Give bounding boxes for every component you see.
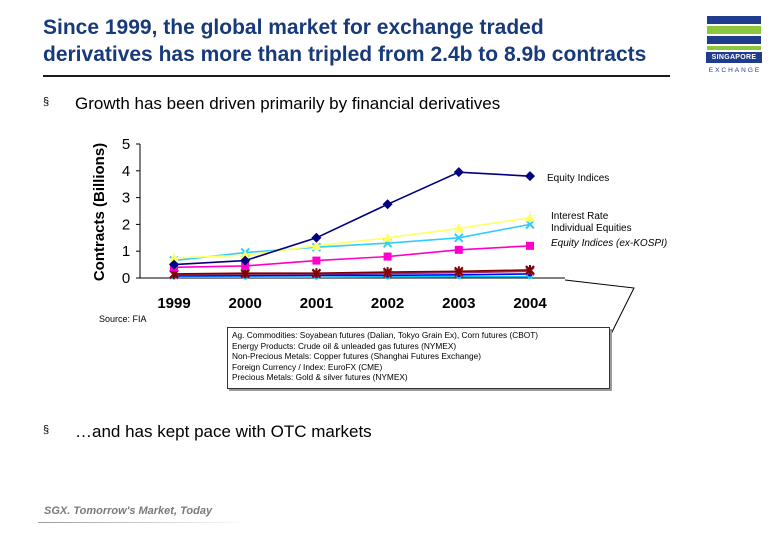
series-label: Equity Indices (ex-KOSPI) <box>551 238 667 249</box>
series-line <box>173 223 531 262</box>
y-tick-label: 0 <box>122 270 130 287</box>
data-point <box>382 267 393 278</box>
data-point <box>454 233 464 243</box>
note-line: Non-Precious Metals: Copper futures (Sha… <box>232 351 482 362</box>
title-divider <box>43 75 670 77</box>
data-point <box>312 256 321 265</box>
data-point <box>526 241 534 250</box>
data-point <box>240 250 251 260</box>
y-tick-label: 2 <box>122 216 130 233</box>
bullet-text: …and has kept pace with OTC markets <box>75 422 372 441</box>
data-point <box>453 167 464 178</box>
data-point <box>169 259 179 270</box>
x-tick-label: 2004 <box>513 295 547 312</box>
series-label: Equity Indices <box>547 173 609 184</box>
series-4 <box>169 264 535 279</box>
y-tick-label: 1 <box>122 243 130 260</box>
bullet-mark: § <box>43 424 50 436</box>
y-tick-label: 3 <box>122 190 130 207</box>
data-point <box>169 252 179 262</box>
logo-text-singapore: SINGAPORE <box>706 52 762 63</box>
bullet-mark: § <box>43 96 50 108</box>
bullet-text: Growth has been driven primarily by fina… <box>75 94 501 113</box>
title-line-1: Since 1999, the global market for exchan… <box>43 16 544 39</box>
data-point <box>454 245 463 254</box>
series-line <box>173 270 531 276</box>
data-point <box>311 232 322 243</box>
series-0 <box>169 167 535 270</box>
sgx-logo <box>707 16 761 50</box>
series-line <box>173 269 531 275</box>
note-line: Ag. Commodities: Soyabean futures (Dalia… <box>232 330 539 340</box>
page-title: Since 1999, the global market for exchan… <box>43 14 683 68</box>
data-point <box>311 268 322 279</box>
data-point <box>454 266 464 277</box>
x-tick-label: 2000 <box>229 295 262 312</box>
commodities-notes-box: Ag. Commodities: Soyabean futures (Dalia… <box>227 327 610 389</box>
series-1 <box>169 212 535 262</box>
footer-divider <box>38 522 248 523</box>
source-note: Source: FIA <box>99 314 147 324</box>
y-axis-label: Contracts (Billions) <box>91 143 108 281</box>
data-point <box>453 223 464 233</box>
series-line <box>173 245 531 269</box>
series-line <box>174 275 530 278</box>
x-tick-label: 2001 <box>300 295 333 312</box>
series-line <box>173 171 531 266</box>
data-point <box>525 212 535 222</box>
y-tick-label: 5 <box>122 136 130 153</box>
data-point <box>311 240 322 250</box>
series-label: Individual Equities <box>551 223 632 234</box>
logo-text-exchange: EXCHANGE <box>708 67 762 74</box>
data-point <box>525 219 535 230</box>
data-point <box>525 171 535 182</box>
series-label: Interest Rate <box>551 211 609 222</box>
series-line <box>173 216 531 259</box>
note-line: Foreign Currency / Index: EuroFX (CME) <box>232 361 383 372</box>
data-point <box>382 199 393 210</box>
data-point <box>382 232 393 242</box>
data-point <box>240 255 251 266</box>
data-point <box>525 264 535 275</box>
data-point <box>241 261 250 270</box>
series-line <box>173 273 531 277</box>
x-tick-label: 2002 <box>371 295 404 312</box>
footer-tagline: SGX. Tomorrow's Market, Today <box>44 505 213 517</box>
title-line-2: derivatives has more than tripled from 2… <box>43 43 647 66</box>
y-tick-label: 4 <box>122 163 130 180</box>
note-line: Precious Metals: Gold & silver futures (… <box>232 372 408 383</box>
x-tick-label: 1999 <box>157 295 190 312</box>
callout-connector <box>564 279 635 337</box>
data-point <box>383 252 392 261</box>
x-tick-label: 2003 <box>442 295 475 312</box>
note-line: Energy Products: Crude oil & unleaded ga… <box>232 340 457 351</box>
